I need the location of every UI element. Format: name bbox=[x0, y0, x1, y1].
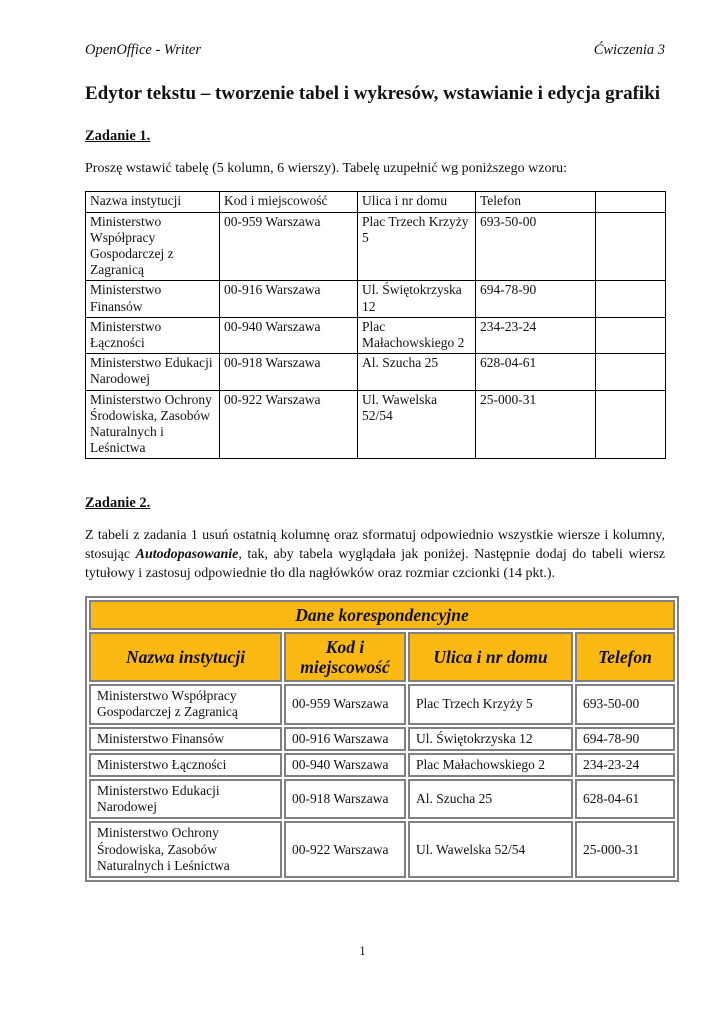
task2-table: Dane korespondencyjne Nazwa instytucji K… bbox=[85, 595, 680, 882]
table-cell: 00-940 Warszawa bbox=[219, 316, 358, 355]
table-cell bbox=[595, 280, 666, 318]
table-cell: 25-000-31 bbox=[475, 389, 596, 460]
table-cell: Ministerstwo Ochrony Środowiska, Zasobów… bbox=[85, 389, 220, 460]
task1-heading: Zadanie 1. bbox=[85, 127, 151, 144]
table-cell bbox=[595, 353, 666, 391]
table-cell: Ul. Wawelska 52/54 bbox=[357, 389, 476, 460]
table-cell: 00-918 Warszawa bbox=[219, 353, 358, 391]
table-row: Ministerstwo Ochrony Środowiska, Zasobów… bbox=[89, 821, 676, 878]
table-cell: Ul. Świętokrzyska 12 bbox=[357, 280, 476, 318]
table-row: Ministerstwo Łączności 00-940 Warszawa P… bbox=[85, 316, 666, 355]
table-row: Ministerstwo Edukacji Narodowej 00-918 W… bbox=[85, 353, 666, 391]
table-cell: 628-04-61 bbox=[575, 779, 676, 820]
table-cell: Ul. Wawelska 52/54 bbox=[408, 821, 573, 878]
table-cell: Al. Szucha 25 bbox=[357, 353, 476, 391]
task2-intro: Z tabeli z zadania 1 usuń ostatnią kolum… bbox=[85, 527, 665, 584]
table-header-cell: Telefon bbox=[475, 191, 596, 213]
table-row: Ministerstwo Edukacji Narodowej 00-918 W… bbox=[89, 779, 676, 820]
table-cell: Plac Trzech Krzyży 5 bbox=[408, 684, 573, 725]
task2-intro-before: Z tabeli z zadania 1 usuń ostatnią kolum… bbox=[85, 528, 665, 563]
table-cell: 25-000-31 bbox=[575, 821, 676, 878]
task2-heading: Zadanie 2. bbox=[85, 495, 151, 512]
table-cell: Ministerstwo Współpracy Gospodarczej z Z… bbox=[89, 684, 282, 725]
table-row: Ministerstwo Finansów 00-916 Warszawa Ul… bbox=[85, 280, 666, 318]
task2-title-row: Dane korespondencyjne bbox=[89, 599, 676, 631]
table-cell: 00-916 Warszawa bbox=[284, 726, 406, 751]
document-title: Edytor tekstu – tworzenie tabel i wykres… bbox=[85, 83, 661, 104]
table-cell: 694-78-90 bbox=[475, 280, 596, 318]
task2-intro-after: , tak, aby tabela wyglądała jak poniżej.… bbox=[85, 547, 665, 582]
table-header-cell: Nazwa instytucji bbox=[89, 632, 282, 683]
table-cell: 00-940 Warszawa bbox=[284, 752, 406, 778]
table-cell: 00-959 Warszawa bbox=[284, 684, 406, 725]
table-cell: Ministerstwo Edukacji Narodowej bbox=[89, 779, 282, 820]
table-cell: Ministerstwo Finansów bbox=[85, 280, 220, 318]
header-right-text: Ćwiczenia 3 bbox=[593, 42, 665, 58]
table-cell bbox=[595, 316, 666, 355]
table-cell: Ul. Świętokrzyska 12 bbox=[408, 726, 573, 751]
table-cell: Ministerstwo Współpracy Gospodarczej z Z… bbox=[85, 211, 220, 282]
task1-table: Nazwa instytucji Kod i miejscowość Ulica… bbox=[85, 191, 666, 460]
table-cell: Ministerstwo Ochrony Środowiska, Zasobów… bbox=[89, 821, 282, 878]
table-cell: 234-23-24 bbox=[475, 316, 596, 355]
task2-intro-emphasis: Autodopasowanie bbox=[135, 547, 239, 563]
table-cell: Ministerstwo Łączności bbox=[85, 316, 220, 355]
table-cell: 628-04-61 bbox=[475, 353, 596, 391]
table-cell: Ministerstwo Finansów bbox=[89, 726, 282, 751]
table-cell: 00-922 Warszawa bbox=[219, 389, 358, 460]
table-cell: 693-50-00 bbox=[575, 684, 676, 725]
task1-intro: Proszę wstawić tabelę (5 kolumn, 6 wiers… bbox=[85, 160, 568, 176]
table-row: Ministerstwo Współpracy Gospodarczej z Z… bbox=[89, 684, 676, 725]
table-header-cell: Ulica i nr domu bbox=[357, 191, 476, 213]
task1-header-row: Nazwa instytucji Kod i miejscowość Ulica… bbox=[85, 191, 666, 213]
table-cell bbox=[595, 211, 666, 282]
table-cell: 234-23-24 bbox=[575, 752, 676, 778]
table-cell: 00-922 Warszawa bbox=[284, 821, 406, 878]
table-cell: 693-50-00 bbox=[475, 211, 596, 282]
task2-header-row: Nazwa instytucji Kod i miejscowość Ulica… bbox=[89, 632, 676, 683]
table-header-cell: Telefon bbox=[575, 632, 676, 683]
table-header-cell bbox=[595, 191, 666, 213]
table-cell: Ministerstwo Łączności bbox=[89, 752, 282, 778]
page-number: 1 bbox=[359, 944, 366, 958]
table-cell bbox=[595, 389, 666, 460]
table-row: Ministerstwo Finansów 00-916 Warszawa Ul… bbox=[89, 726, 676, 751]
table-cell: Ministerstwo Edukacji Narodowej bbox=[85, 353, 220, 391]
table-cell: Plac Trzech Krzyży 5 bbox=[357, 211, 476, 282]
table-cell: Al. Szucha 25 bbox=[408, 779, 573, 820]
table-cell: Plac Małachowskiego 2 bbox=[357, 316, 476, 355]
table-header-cell: Ulica i nr domu bbox=[408, 632, 573, 683]
table-cell: Plac Małachowskiego 2 bbox=[408, 752, 573, 778]
table-cell: 694-78-90 bbox=[575, 726, 676, 751]
table-row: Ministerstwo Współpracy Gospodarczej z Z… bbox=[85, 211, 666, 282]
table-row: Ministerstwo Łączności 00-940 Warszawa P… bbox=[89, 752, 676, 778]
running-header: OpenOffice - Writer Ćwiczenia 3 bbox=[85, 42, 665, 59]
table-cell: 00-959 Warszawa bbox=[219, 211, 358, 282]
table-title-cell: Dane korespondencyjne bbox=[89, 599, 676, 631]
table-header-cell: Kod i miejscowość bbox=[284, 632, 406, 683]
table-row: Ministerstwo Ochrony Środowiska, Zasobów… bbox=[85, 389, 666, 460]
table-cell: 00-918 Warszawa bbox=[284, 779, 406, 820]
table-header-cell: Nazwa instytucji bbox=[85, 191, 220, 213]
header-left-text: OpenOffice - Writer bbox=[85, 42, 201, 58]
table-header-cell: Kod i miejscowość bbox=[219, 191, 358, 213]
table-cell: 00-916 Warszawa bbox=[219, 280, 358, 318]
